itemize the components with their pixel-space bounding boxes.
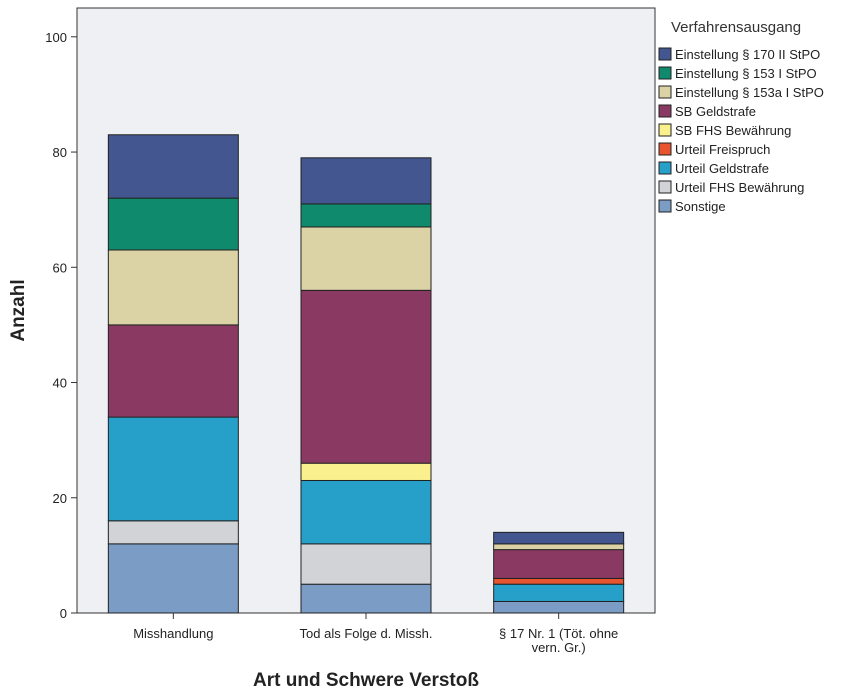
legend-swatch <box>658 123 672 137</box>
bar-segment <box>107 134 239 199</box>
bar-segment <box>300 289 432 464</box>
x-category-label: Tod als Folge d. Missh. <box>300 626 433 641</box>
legend-label: Urteil Geldstrafe <box>675 161 769 176</box>
legend-swatch <box>658 104 672 118</box>
bar-segment <box>107 249 239 326</box>
bar-segment <box>493 543 625 551</box>
x-axis-title: Art und Schwere Verstoß <box>253 670 479 691</box>
bar-segment <box>493 531 625 545</box>
legend-label: Einstellung § 153 I StPO <box>675 66 817 81</box>
legend-swatch <box>658 142 672 156</box>
legend-label: Sonstige <box>675 199 726 214</box>
bar-segment <box>107 520 239 545</box>
legend-swatch <box>658 199 672 213</box>
bar-segment <box>493 549 625 579</box>
legend-title: Verfahrensausgang <box>671 19 801 36</box>
y-tick-label: 100 <box>45 30 67 45</box>
bar-segment <box>107 416 239 522</box>
bar-segment <box>300 226 432 291</box>
y-tick-label: 0 <box>60 606 67 621</box>
y-axis-title: Anzahl <box>8 279 29 341</box>
legend-swatch <box>658 161 672 175</box>
bar-segment <box>493 600 625 614</box>
legend-swatch <box>658 47 672 61</box>
legend-label: Urteil FHS Bewährung <box>675 180 804 195</box>
bar-segment <box>300 462 432 481</box>
legend: Verfahrensausgang Einstellung § 170 II S… <box>658 19 824 214</box>
bar-segment <box>493 583 625 602</box>
legend-label: Urteil Freispruch <box>675 142 770 157</box>
legend-swatch <box>658 85 672 99</box>
bar-segment <box>300 543 432 585</box>
bar-segment <box>300 583 432 614</box>
y-tick-label: 60 <box>53 260 67 275</box>
bar-segment <box>300 479 432 545</box>
x-category-label: vern. Gr.) <box>532 640 586 655</box>
y-tick-label: 40 <box>53 376 67 391</box>
x-category-label: Misshandlung <box>133 626 213 641</box>
y-tick-label: 20 <box>53 491 67 506</box>
y-axis: 0 20 40 60 80 100 <box>45 30 77 621</box>
legend-swatch <box>658 180 672 194</box>
legend-label: Einstellung § 170 II StPO <box>675 47 820 62</box>
legend-swatch <box>658 66 672 80</box>
bar-segment <box>300 157 432 205</box>
bar-segment <box>107 324 239 418</box>
bar-segment <box>107 197 239 251</box>
legend-label: SB Geldstrafe <box>675 104 756 119</box>
bar-segment <box>107 543 239 614</box>
y-tick-label: 80 <box>53 145 67 160</box>
bars <box>107 134 625 614</box>
legend-label: Einstellung § 153a I StPO <box>675 85 824 100</box>
bar-segment <box>300 203 432 228</box>
bar-segment <box>493 577 625 585</box>
legend-label: SB FHS Bewährung <box>675 123 791 138</box>
x-category-label: § 17 Nr. 1 (Töt. ohne <box>499 626 618 641</box>
x-axis: Misshandlung Tod als Folge d. Missh. § 17 … <box>133 613 618 655</box>
